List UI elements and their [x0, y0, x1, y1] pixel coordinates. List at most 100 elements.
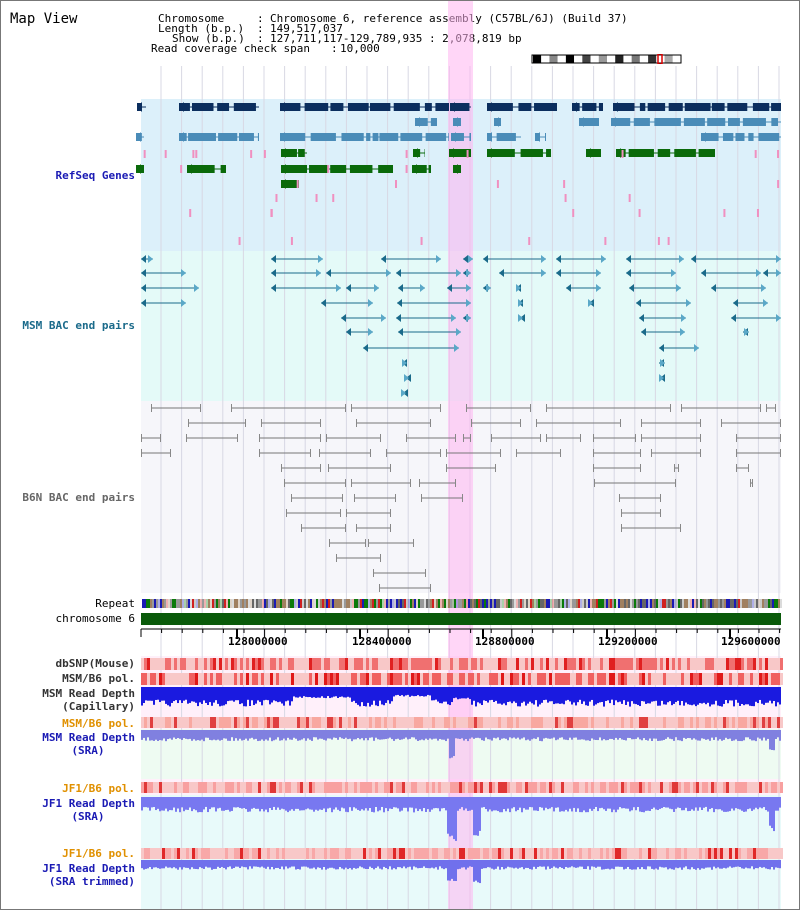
repeat-mark	[682, 599, 684, 608]
polymorphism-bin	[438, 782, 441, 793]
refseq-minor-mark	[639, 209, 641, 217]
read-depth-bin	[603, 730, 605, 739]
read-depth-bin	[243, 860, 245, 867]
read-depth-bin	[545, 860, 547, 870]
read-depth-bin	[239, 797, 241, 808]
polymorphism-bin	[141, 848, 144, 859]
polymorphism-bin	[438, 717, 441, 728]
read-depth-bin	[757, 860, 759, 868]
read-depth-bin	[639, 797, 641, 812]
read-depth-bin	[519, 687, 521, 706]
read-depth-bin	[595, 860, 597, 868]
read-depth-bin	[485, 687, 487, 701]
polymorphism-bin	[360, 717, 363, 728]
read-depth-bin	[335, 687, 337, 696]
read-depth-bin	[179, 730, 181, 739]
polymorphism-bin	[174, 782, 177, 793]
read-depth-bin	[671, 687, 673, 705]
read-depth-bin	[421, 797, 423, 811]
polymorphism-bin	[159, 848, 162, 859]
polymorphism-bin	[645, 658, 648, 670]
repeat-mark	[616, 599, 618, 608]
read-depth-bin	[317, 730, 319, 740]
repeat-mark	[280, 599, 282, 608]
polymorphism-bin	[744, 658, 747, 670]
polymorphism-bin	[684, 673, 687, 685]
read-depth-bin	[499, 860, 501, 870]
polymorphism-bin	[759, 717, 762, 728]
read-depth-bin	[479, 730, 481, 738]
read-depth-bin	[425, 860, 427, 868]
read-depth-bin	[325, 860, 327, 870]
polymorphism-bin	[237, 717, 240, 728]
repeat-mark	[228, 599, 230, 608]
polymorphism-bin	[756, 782, 759, 793]
read-depth-bin	[419, 687, 421, 696]
read-depth-bin	[733, 860, 735, 867]
repeat-mark	[212, 599, 214, 608]
polymorphism-bin	[315, 717, 318, 728]
repeat-mark	[680, 599, 682, 608]
polymorphism-bin	[765, 848, 768, 859]
polymorphism-bin	[240, 658, 243, 670]
read-depth-bin	[315, 797, 317, 810]
polymorphism-bin	[450, 848, 453, 859]
repeat-mark	[268, 599, 270, 608]
polymorphism-bin	[354, 658, 357, 670]
read-depth-bin	[729, 860, 731, 866]
repeat-mark	[210, 599, 212, 608]
refseq-minor-mark	[275, 194, 277, 202]
read-depth-bin	[675, 860, 677, 868]
read-depth-bin	[339, 797, 341, 811]
read-depth-bin	[333, 860, 335, 868]
chromosome-bar	[141, 613, 781, 625]
read-depth-bin	[727, 730, 729, 739]
polymorphism-bin	[774, 848, 777, 859]
read-depth-bin	[685, 797, 687, 808]
read-depth-bin	[511, 687, 513, 703]
polymorphism-bin	[600, 782, 603, 793]
polymorphism-bin	[759, 673, 762, 685]
read-depth-bin	[705, 860, 707, 868]
gene-exon	[699, 149, 715, 157]
repeat-mark	[604, 599, 606, 608]
read-depth-bin	[255, 797, 257, 809]
polymorphism-bin	[171, 673, 174, 685]
polymorphism-bin	[708, 673, 711, 685]
read-depth-bin	[157, 797, 159, 809]
read-depth-bin	[387, 860, 389, 869]
repeat-mark	[372, 599, 374, 608]
polymorphism-bin	[321, 782, 324, 793]
repeat-mark	[442, 599, 444, 608]
read-depth-bin	[163, 797, 165, 811]
polymorphism-bin	[393, 673, 396, 685]
read-depth-bin	[715, 860, 717, 868]
polymorphism-bin	[459, 673, 462, 685]
polymorphism-bin	[558, 717, 561, 728]
polymorphism-bin	[360, 848, 363, 859]
polymorphism-bin	[330, 717, 333, 728]
polymorphism-bin	[537, 782, 540, 793]
read-depth-bin	[159, 797, 161, 811]
read-depth-bin	[523, 797, 525, 808]
bac-end-marker	[463, 434, 464, 442]
polymorphism-bin	[291, 658, 294, 670]
repeat-mark	[386, 599, 388, 608]
read-depth-bin	[323, 730, 325, 740]
repeat-mark	[284, 599, 286, 608]
read-depth-bin	[481, 687, 483, 705]
bac-end-marker	[373, 569, 374, 577]
repeat-mark	[558, 599, 560, 608]
repeat-mark	[686, 599, 688, 608]
polymorphism-bin	[150, 658, 153, 670]
polymorphism-bin	[405, 782, 408, 793]
read-depth-bin	[569, 860, 571, 867]
polymorphism-bin	[510, 658, 513, 670]
read-depth-bin	[579, 797, 581, 812]
read-depth-bin	[481, 860, 483, 869]
polymorphism-bin	[570, 782, 573, 793]
polymorphism-bin	[633, 717, 636, 728]
read-depth-bin	[159, 860, 161, 869]
read-depth-bin	[437, 860, 439, 870]
